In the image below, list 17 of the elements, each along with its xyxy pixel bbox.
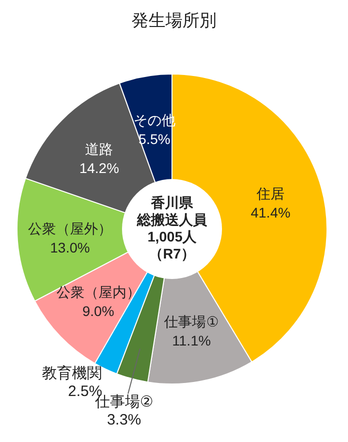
slice-label: 公衆（屋外） [28,220,112,237]
data-label: 3.3% [106,412,142,429]
text: （R7） [149,246,195,262]
data-label: 13.0% [50,240,90,256]
chart-title: 発生場所別 [132,11,216,30]
text: 香川県 [150,194,194,210]
slice-label: 住居 [256,186,285,202]
data-label: 41.4% [250,204,290,221]
data-label: 11.1% [172,332,211,348]
data-label: 9.0% [82,302,114,319]
text: 1,005人 [147,228,198,244]
slice-label: 道路 [85,141,114,158]
slice-label: 公衆（屋内） [56,284,140,300]
slice-label: 教育機関 [42,365,102,382]
text: 総搬送人員 [136,212,208,228]
data-label: 14.2% [79,160,120,176]
slice-label: 仕事場① [163,313,219,330]
